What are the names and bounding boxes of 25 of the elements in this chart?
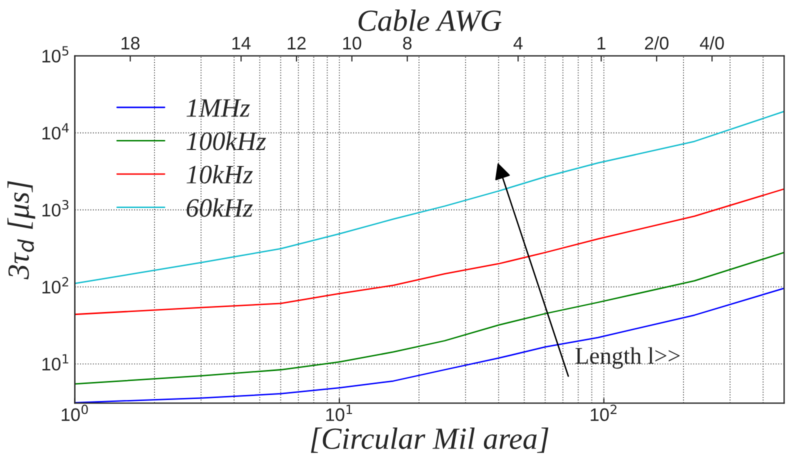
x2-axis-title: Cable AWG [358, 10, 502, 32]
y-tick-label: 10$^{3}$ [42, 200, 68, 217]
x2-tick-label: 12 [288, 36, 306, 50]
x2-tick-label: 10 [343, 36, 362, 50]
y-tick-label: 10$^{1}$ [42, 354, 68, 371]
x-tick-label: 10$^{0}$ [62, 404, 88, 422]
x-axis-title: [Circular Mil area] [310, 428, 548, 453]
legend-label: 100kHz [186, 132, 266, 150]
x2-tick-label: 4/0 [700, 36, 724, 50]
y-tick-label: 10$^{5}$ [42, 46, 68, 63]
annotation: Length l>> [576, 347, 680, 369]
x-tick-label: 10$^{1}$ [326, 404, 352, 422]
legend-label: 10kHz [186, 164, 253, 184]
y-axis-title: 3τ$_{d}$ [μs] [7, 181, 36, 280]
x2-tick-label: 1 [598, 36, 606, 50]
y-tick-label: 10$^{2}$ [42, 277, 68, 294]
x2-tick-label: 18 [122, 36, 140, 50]
legend-label: 60kHz [186, 198, 253, 217]
x2-tick-label: 14 [232, 36, 251, 50]
x2-tick-label: 4 [514, 36, 523, 50]
y-tick-label: 10$^{4}$ [42, 123, 69, 140]
legend-label: 1MHz [186, 99, 250, 117]
x2-tick-label: 8 [403, 36, 412, 50]
x2-tick-label: 2/0 [644, 36, 668, 50]
x-tick-label: 10$^{2}$ [590, 404, 616, 422]
